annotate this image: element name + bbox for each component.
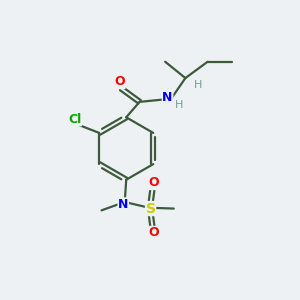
Text: H: H: [194, 80, 202, 90]
Text: Cl: Cl: [68, 113, 81, 126]
Text: S: S: [146, 202, 156, 216]
Text: N: N: [118, 198, 128, 211]
Text: O: O: [114, 75, 125, 88]
Text: H: H: [175, 100, 184, 110]
Text: N: N: [162, 92, 173, 104]
Text: O: O: [148, 226, 159, 239]
Text: O: O: [148, 176, 159, 190]
